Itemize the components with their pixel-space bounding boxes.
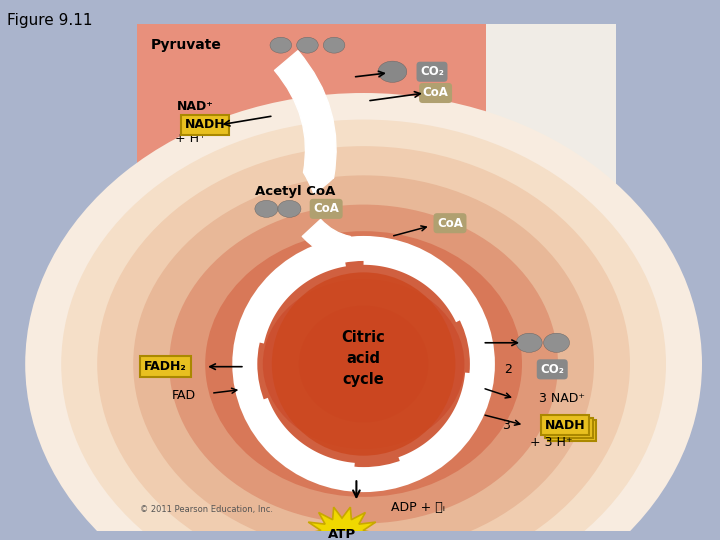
FancyArrowPatch shape: [274, 51, 336, 194]
Text: 3: 3: [503, 418, 515, 431]
Text: © 2011 Pearson Education, Inc.: © 2011 Pearson Education, Inc.: [140, 505, 274, 515]
Polygon shape: [305, 507, 379, 540]
Text: FAD: FAD: [171, 389, 196, 402]
Text: CO₂: CO₂: [540, 363, 564, 376]
Text: NADH: NADH: [185, 118, 225, 131]
Circle shape: [255, 200, 278, 218]
Text: NADH: NADH: [549, 421, 589, 434]
Text: Pyruvate: Pyruvate: [151, 38, 222, 52]
FancyBboxPatch shape: [137, 24, 486, 220]
Text: NADH: NADH: [552, 424, 593, 437]
Ellipse shape: [263, 279, 464, 449]
Text: ATP: ATP: [328, 528, 356, 540]
Text: ADP + Ⓙᵢ: ADP + Ⓙᵢ: [390, 501, 444, 514]
Text: + 3 H⁺: + 3 H⁺: [529, 436, 572, 449]
Text: NAD⁺: NAD⁺: [176, 100, 213, 113]
Text: CO₂: CO₂: [420, 65, 444, 78]
Text: Citric
acid
cycle: Citric acid cycle: [342, 330, 385, 387]
Ellipse shape: [97, 146, 630, 540]
Text: NADH: NADH: [545, 418, 585, 431]
Text: Acetyl CoA: Acetyl CoA: [255, 185, 336, 198]
Text: CoA: CoA: [313, 202, 339, 215]
Text: FADH₂: FADH₂: [144, 360, 187, 373]
Text: CoA: CoA: [437, 217, 463, 230]
Text: 3 NAD⁺: 3 NAD⁺: [539, 392, 585, 405]
Ellipse shape: [272, 272, 456, 456]
Ellipse shape: [205, 231, 522, 497]
Ellipse shape: [234, 255, 493, 473]
Text: CoA: CoA: [423, 86, 449, 99]
Circle shape: [323, 37, 345, 53]
Circle shape: [278, 200, 301, 218]
FancyBboxPatch shape: [137, 24, 616, 518]
Ellipse shape: [299, 306, 428, 422]
Ellipse shape: [133, 176, 594, 540]
Ellipse shape: [61, 119, 666, 540]
Text: 2: 2: [505, 363, 517, 376]
FancyArrowPatch shape: [302, 219, 364, 261]
Ellipse shape: [25, 93, 702, 540]
Circle shape: [544, 333, 570, 352]
Circle shape: [516, 333, 542, 352]
Circle shape: [378, 61, 407, 83]
Circle shape: [270, 37, 292, 53]
Circle shape: [297, 37, 318, 53]
Text: + H⁺: + H⁺: [176, 132, 206, 145]
Text: Figure 9.11: Figure 9.11: [7, 14, 93, 28]
Ellipse shape: [169, 205, 558, 523]
